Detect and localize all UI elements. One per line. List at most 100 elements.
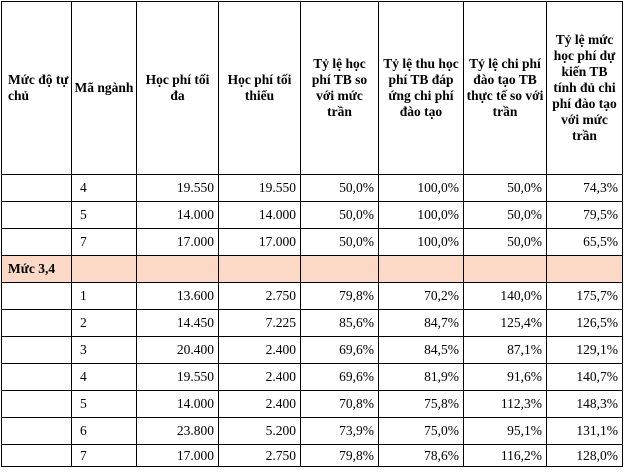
table-row: 3 20.400 2.400 69,6% 84,5% 87,1% 129,1% — [1, 336, 623, 364]
header-major-code: Mã ngành — [71, 1, 137, 175]
ratio-cap-cell: 70,8% — [300, 390, 379, 418]
actual-cost-cell: 50,0% — [463, 174, 547, 202]
group-row: Mức 3,4 — [1, 255, 623, 283]
max-cell: 17.000 — [136, 228, 219, 256]
coverage-cell: 100,0% — [378, 201, 464, 229]
table-row: 6 23.800 5.200 73,9% 75,0% 95,1% 131,1% — [1, 417, 623, 445]
code-cell: 7 — [71, 444, 137, 467]
max-cell: 14.000 — [136, 201, 219, 229]
group-empty-cell — [300, 255, 379, 283]
coverage-cell: 75,8% — [378, 390, 464, 418]
projected-cell: 128,0% — [546, 444, 623, 467]
code-cell: 1 — [71, 282, 137, 310]
projected-cell: 65,5% — [546, 228, 623, 256]
ratio-cap-cell: 69,6% — [300, 363, 379, 391]
ratio-cap-cell: 85,6% — [300, 309, 379, 337]
group-label: Mức 3,4 — [1, 255, 72, 283]
projected-cell: 175,7% — [546, 282, 623, 310]
ratio-cap-cell: 50,0% — [300, 228, 379, 256]
actual-cost-cell: 112,3% — [463, 390, 547, 418]
autonomy-cell — [1, 282, 72, 310]
min-cell: 14.000 — [218, 201, 301, 229]
table-row: 5 14.000 14.000 50,0% 100,0% 50,0% 79,5% — [1, 201, 623, 229]
ratio-cap-cell: 50,0% — [300, 201, 379, 229]
ratio-cap-cell: 79,8% — [300, 282, 379, 310]
actual-cost-cell: 91,6% — [463, 363, 547, 391]
min-cell: 7.225 — [218, 309, 301, 337]
max-cell: 17.000 — [136, 444, 219, 467]
ratio-cap-cell: 50,0% — [300, 174, 379, 202]
autonomy-cell — [1, 309, 72, 337]
header-actual-cost-ratio: Tỷ lệ chi phí đào tạo TB thực tế so với … — [463, 1, 547, 175]
group-empty-cell — [378, 255, 464, 283]
coverage-cell: 81,9% — [378, 363, 464, 391]
max-cell: 19.550 — [136, 174, 219, 202]
code-cell: 7 — [71, 228, 137, 256]
min-cell: 2.400 — [218, 390, 301, 418]
header-projected-ratio: Tỷ lệ mức học phí dự kiến TB tính đủ chi… — [546, 1, 623, 175]
coverage-cell: 84,5% — [378, 336, 464, 364]
min-cell: 2.750 — [218, 282, 301, 310]
actual-cost-cell: 50,0% — [463, 228, 547, 256]
table-row: 7 17.000 17.000 50,0% 100,0% 50,0% 65,5% — [1, 228, 623, 256]
autonomy-cell — [1, 444, 72, 467]
group-empty-cell — [136, 255, 219, 283]
code-cell: 6 — [71, 417, 137, 445]
autonomy-cell — [1, 390, 72, 418]
actual-cost-cell: 116,2% — [463, 444, 547, 467]
coverage-cell: 70,2% — [378, 282, 464, 310]
header-avg-ratio-cap: Tỷ lệ học phí TB so với mức trần — [300, 1, 379, 175]
coverage-cell: 100,0% — [378, 228, 464, 256]
projected-cell: 148,3% — [546, 390, 623, 418]
code-cell: 5 — [71, 390, 137, 418]
min-cell: 19.550 — [218, 174, 301, 202]
table-body: 4 19.550 19.550 50,0% 100,0% 50,0% 74,3% 5 14.00… — [1, 174, 623, 467]
ratio-cap-cell: 69,6% — [300, 336, 379, 364]
min-cell: 17.000 — [218, 228, 301, 256]
max-cell: 20.400 — [136, 336, 219, 364]
projected-cell: 79,5% — [546, 201, 623, 229]
min-cell: 2.400 — [218, 336, 301, 364]
code-cell: 5 — [71, 201, 137, 229]
projected-cell: 129,1% — [546, 336, 623, 364]
actual-cost-cell: 87,1% — [463, 336, 547, 364]
projected-cell: 140,7% — [546, 363, 623, 391]
max-cell: 23.800 — [136, 417, 219, 445]
coverage-cell: 78,6% — [378, 444, 464, 467]
projected-cell: 74,3% — [546, 174, 623, 202]
header-min-tuition: Học phí tối thiểu — [218, 1, 301, 175]
code-cell: 4 — [71, 363, 137, 391]
header-cost-coverage: Tỷ lệ thu học phí TB đáp ứng chi phí đào… — [378, 1, 464, 175]
table-row: 4 19.550 2.400 69,6% 81,9% 91,6% 140,7% — [1, 363, 623, 391]
group-empty-cell — [546, 255, 623, 283]
autonomy-cell — [1, 201, 72, 229]
min-cell: 2.750 — [218, 444, 301, 467]
group-empty-cell — [218, 255, 301, 283]
actual-cost-cell: 50,0% — [463, 201, 547, 229]
header-row: Mức độ tự chủ Mã ngành Học phí tối đa Họ… — [1, 1, 623, 175]
actual-cost-cell: 125,4% — [463, 309, 547, 337]
max-cell: 13.600 — [136, 282, 219, 310]
max-cell: 14.450 — [136, 309, 219, 337]
table-row: 5 14.000 2.400 70,8% 75,8% 112,3% 148,3% — [1, 390, 623, 418]
table-row: 4 19.550 19.550 50,0% 100,0% 50,0% 74,3% — [1, 174, 623, 202]
group-empty-cell — [71, 255, 137, 283]
code-cell: 2 — [71, 309, 137, 337]
ratio-cap-cell: 73,9% — [300, 417, 379, 445]
code-cell: 4 — [71, 174, 137, 202]
actual-cost-cell: 95,1% — [463, 417, 547, 445]
coverage-cell: 84,7% — [378, 309, 464, 337]
table-row: 1 13.600 2.750 79,8% 70,2% 140,0% 175,7% — [1, 282, 623, 310]
autonomy-cell — [1, 336, 72, 364]
coverage-cell: 75,0% — [378, 417, 464, 445]
actual-cost-cell: 140,0% — [463, 282, 547, 310]
autonomy-cell — [1, 363, 72, 391]
table-row: 7 17.000 2.750 79,8% 78,6% 116,2% 128,0% — [1, 444, 623, 467]
ratio-cap-cell: 79,8% — [300, 444, 379, 467]
header-max-tuition: Học phí tối đa — [136, 1, 219, 175]
coverage-cell: 100,0% — [378, 174, 464, 202]
min-cell: 2.400 — [218, 363, 301, 391]
projected-cell: 126,5% — [546, 309, 623, 337]
group-empty-cell — [463, 255, 547, 283]
